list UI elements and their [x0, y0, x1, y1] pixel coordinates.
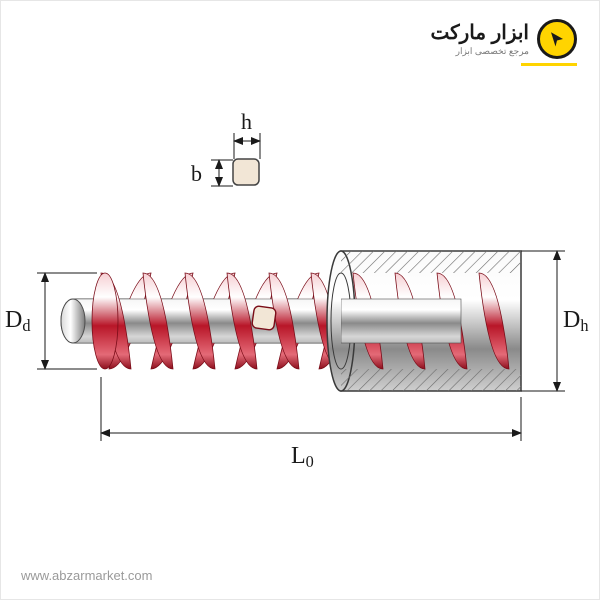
- dim-Dh: [521, 251, 565, 391]
- wire-cross-section: [233, 159, 259, 185]
- dim-b: [211, 160, 233, 186]
- label-L0: L0: [291, 443, 314, 472]
- housing: [327, 251, 521, 391]
- label-b: b: [191, 161, 202, 187]
- label-Dd: Dd: [5, 307, 31, 336]
- dim-h: [234, 133, 260, 159]
- source-url: www.abzarmarket.com: [21, 568, 152, 583]
- label-h: h: [241, 109, 252, 135]
- spring-diagram: [1, 1, 600, 600]
- label-Dh: Dh: [563, 307, 589, 336]
